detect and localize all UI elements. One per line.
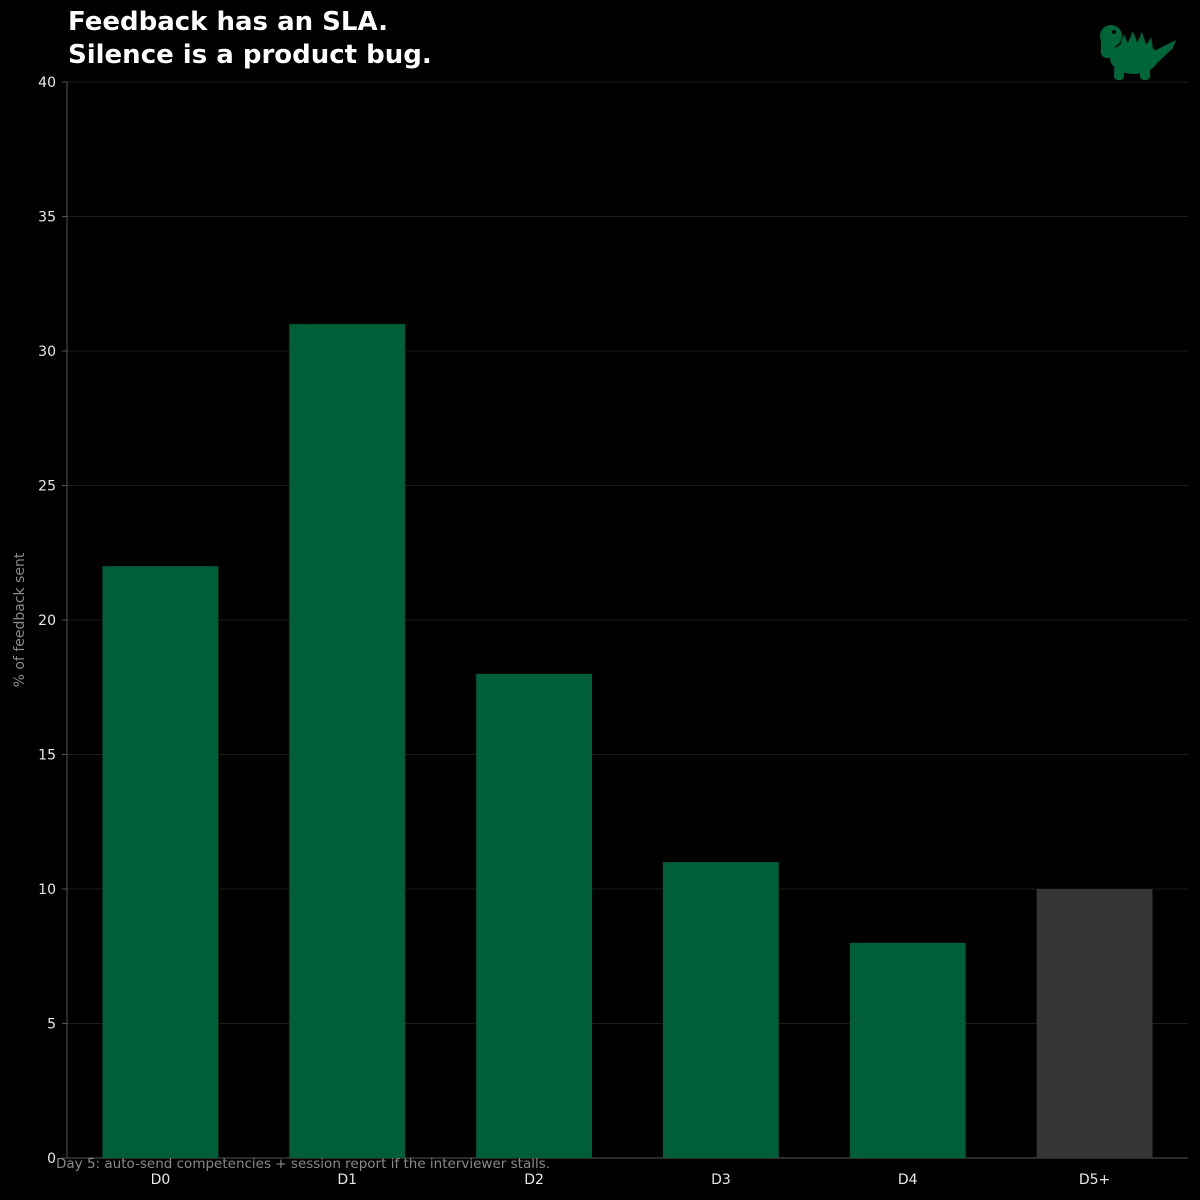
y-axis-label: % of feedback sent (12, 552, 28, 687)
bar-d0 (102, 566, 219, 1158)
x-tick-label: D2 (524, 1172, 544, 1188)
y-tick-label: 20 (38, 613, 56, 629)
y-tick-label: 40 (38, 75, 56, 91)
footnote: Day 5: auto-send competencies + session … (56, 1156, 551, 1172)
bar-d1 (289, 324, 406, 1159)
x-tick-labels: D0 D1 D2 D3 D4 D5+ (151, 1172, 1111, 1188)
dinosaur-icon (1100, 25, 1176, 80)
y-tick-label: 35 (38, 210, 56, 226)
bar-d4 (849, 942, 966, 1158)
chart-title: Feedback has an SLA. Silence is a produc… (68, 6, 432, 72)
bar-d2 (476, 673, 593, 1158)
title-line-1: Feedback has an SLA. (68, 7, 388, 37)
bar-d3 (662, 862, 779, 1158)
y-tick-label: 15 (38, 748, 56, 764)
bars (102, 324, 1153, 1159)
x-tick-label: D3 (711, 1172, 731, 1188)
y-tick-label: 30 (38, 344, 56, 360)
y-tick-label: 10 (38, 882, 56, 898)
y-tick-label: 5 (47, 1017, 56, 1033)
y-tick-labels: 0 5 10 15 20 25 30 35 40 (38, 75, 67, 1167)
gridlines (67, 81, 1188, 1024)
title-line-2: Silence is a product bug. (68, 40, 432, 70)
bar-d5-plus (1036, 889, 1153, 1158)
x-tick-label: D0 (151, 1172, 171, 1188)
x-tick-label: D4 (898, 1172, 918, 1188)
y-tick-label: 0 (47, 1151, 56, 1167)
y-tick-label: 25 (38, 479, 56, 495)
x-tick-label: D5+ (1079, 1172, 1110, 1188)
x-tick-label: D1 (337, 1172, 357, 1188)
